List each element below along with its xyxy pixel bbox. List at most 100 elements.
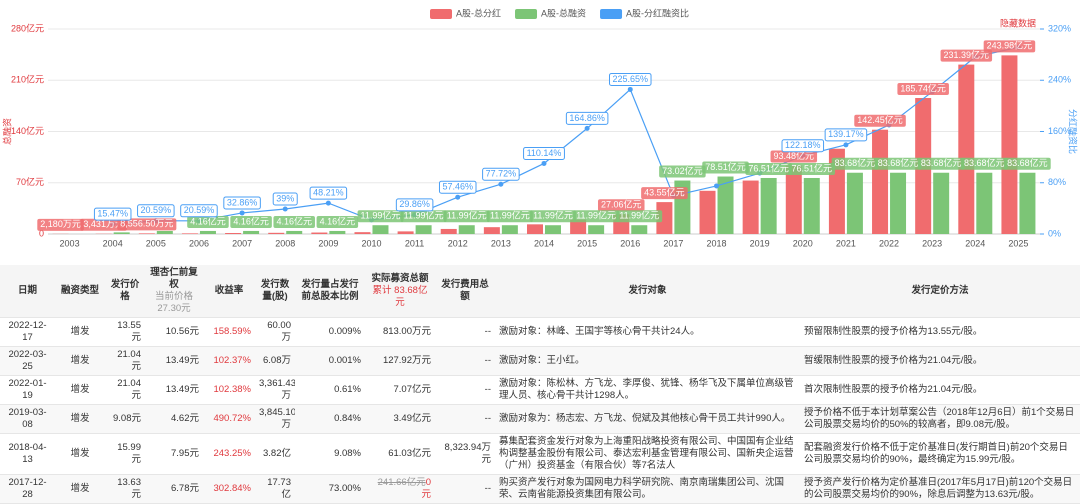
table-cell: --: [435, 475, 495, 504]
value-label: 20.59%: [138, 205, 175, 217]
bar: [441, 229, 457, 234]
page: {"chart_data": {"type": "bar", "legend_p…: [0, 0, 1080, 464]
table-cell: 2018-04-13: [0, 434, 55, 475]
value-label: 57.46%: [439, 181, 476, 193]
value-label-text: 43.55亿元: [644, 186, 685, 197]
issuance-table: 日期融资类型发行价格理杏仁前复权当前价格 27.30元收益率发行数量(股)发行量…: [0, 265, 1080, 504]
table-cell: --: [435, 318, 495, 347]
value-label: 139.17%: [825, 129, 867, 141]
y2-tick-label: 80%: [1048, 177, 1066, 187]
table-cell: 73.00%: [295, 475, 365, 504]
line-point: [240, 210, 245, 215]
table-cell: 3.82亿: [255, 434, 295, 475]
value-label-text: 83.68亿元: [964, 157, 1005, 168]
bar: [545, 225, 561, 234]
table-cell: --: [435, 347, 495, 376]
value-label: 29.86%: [396, 199, 433, 211]
struck-value: 241.66亿元: [378, 477, 426, 488]
table-cell: 增发: [55, 475, 105, 504]
table-cell: 暂缓限制性股票的授予价格为21.04元/股。: [800, 347, 1080, 376]
legend-label: A股-总融资: [541, 7, 586, 18]
value-label: 4.16亿元: [230, 215, 272, 228]
table-cell: 授予价格不低于本计划草案公告（2018年12月6日）前1个交易日公司股票交易均价…: [800, 405, 1080, 434]
value-label: 4.16亿元: [273, 215, 315, 228]
value-label: 20.59%: [181, 205, 218, 217]
table-cell: 激励对象：王小红。: [495, 347, 800, 376]
line-point: [585, 126, 590, 131]
hide-data-button[interactable]: 隐藏数据: [1000, 17, 1036, 28]
value-label-text: 11.99亿元: [576, 210, 616, 221]
y-tick-label: 70亿元: [16, 176, 44, 187]
x-tick-label: 2020: [793, 238, 813, 248]
table-cell: 7.95元: [145, 434, 203, 475]
column-header: 理杏仁前复权当前价格 27.30元: [145, 265, 203, 318]
table-cell: 13.49元: [145, 376, 203, 405]
table-cell: 增发: [55, 318, 105, 347]
table-cell: 6.78元: [145, 475, 203, 504]
table-cell: 102.38%: [203, 376, 255, 405]
table-cell: 2019-03-08: [0, 405, 55, 434]
table-cell: 3.49亿元: [365, 405, 435, 434]
value-label: 32.86%: [224, 197, 261, 209]
line-point: [498, 182, 503, 187]
value-label: 39%: [273, 193, 297, 205]
table-cell: 813.00万元: [365, 318, 435, 347]
value-label-text: 32.86%: [227, 197, 258, 207]
x-tick-label: 2021: [836, 238, 856, 248]
header-row: 日期融资类型发行价格理杏仁前复权当前价格 27.30元收益率发行数量(股)发行量…: [0, 265, 1080, 318]
x-tick-label: 2016: [620, 238, 640, 248]
table-cell: 0.61%: [295, 376, 365, 405]
bar: [872, 130, 888, 234]
value-label: 11.99亿元: [401, 210, 447, 223]
column-header: 收益率: [203, 265, 255, 318]
value-label-text: 185.74亿元: [900, 82, 946, 93]
x-tick-label: 2018: [707, 238, 727, 248]
table-cell: 102.37%: [203, 347, 255, 376]
column-header: 融资类型: [55, 265, 105, 318]
table-head: 日期融资类型发行价格理杏仁前复权当前价格 27.30元收益率发行数量(股)发行量…: [0, 265, 1080, 318]
table-cell: 授予资产发行价格为定价基准日(2017年5月17日)前120个交易日的公司股票交…: [800, 475, 1080, 504]
table-cell: 4.62元: [145, 405, 203, 434]
chart: 070亿元140亿元210亿元280亿元0%80%160%240%320%总融资…: [0, 0, 1080, 260]
value-label-text: 231.39亿元: [944, 49, 990, 60]
bar: [958, 65, 974, 234]
value-label-text: 164.86%: [569, 113, 605, 123]
legend-swatch: [600, 9, 622, 19]
value-label-text: 243.98亿元: [987, 40, 1033, 51]
table-cell: 15.99元: [105, 434, 145, 475]
bar: [329, 231, 345, 234]
value-label: 43.55亿元: [641, 186, 688, 199]
table-cell: 预留限制性股票的授予价格为13.55元/股。: [800, 318, 1080, 347]
bar: [354, 232, 370, 234]
table-cell: 0.001%: [295, 347, 365, 376]
y-tick-label: 280亿元: [11, 22, 44, 33]
bar: [786, 166, 802, 234]
value-label: 76.51亿元: [789, 162, 836, 175]
table-cell: 购买资产发行对象为国网电力科学研究院、南京南瑞集团公司、沈国荣、云南省能源投资集…: [495, 475, 800, 504]
table-cell: 241.66亿元0元: [365, 475, 435, 504]
value-label: 225.65%: [609, 73, 651, 85]
bar: [527, 224, 543, 234]
x-tick-label: 2014: [534, 238, 554, 248]
column-subtitle: 累计 83.68亿元: [369, 285, 431, 309]
table-cell: 490.72%: [203, 405, 255, 434]
x-tick-label: 2015: [577, 238, 597, 248]
value-label-text: 83.68亿元: [835, 157, 876, 168]
bar: [372, 225, 388, 234]
value-label-text: 11.99亿元: [447, 210, 487, 221]
value-label-text: 11.99亿元: [361, 210, 401, 221]
column-header: 日期: [0, 265, 55, 318]
table-cell: 17.73亿: [255, 475, 295, 504]
table-cell: 2022-03-25: [0, 347, 55, 376]
column-title: 实际募资总额: [371, 273, 428, 284]
column-header: 发行数量(股): [255, 265, 295, 318]
bar: [761, 178, 777, 234]
line-point: [628, 87, 633, 92]
value-label-text: 139.17%: [828, 129, 864, 139]
table-cell: 配套融资发行价格不低于定价基准日(发行期首日)前20个交易日公司股票交易均价的9…: [800, 434, 1080, 475]
table-cell: 2022-12-17: [0, 318, 55, 347]
